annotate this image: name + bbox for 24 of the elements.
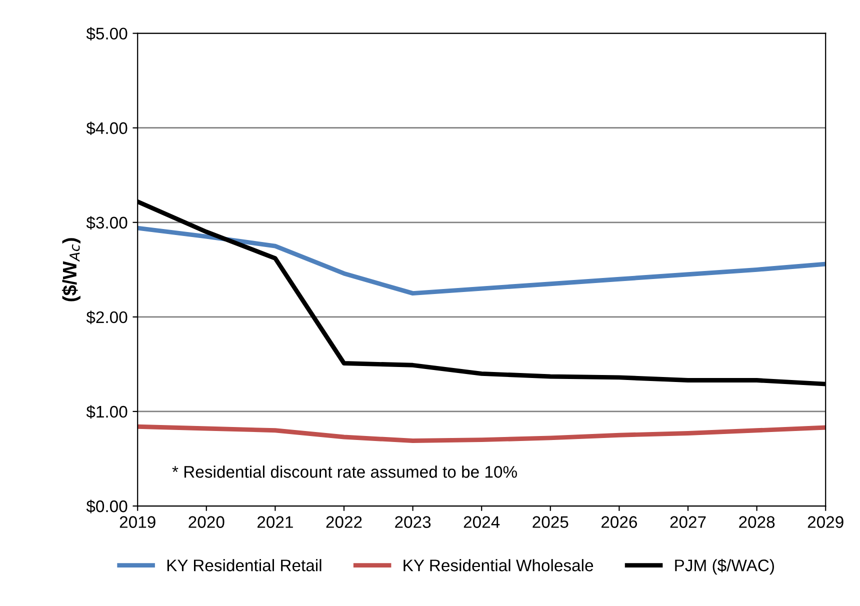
y-axis-title: ($/W$_{Ac}$) [62, 238, 80, 302]
y-tick-label: $3.00 [86, 216, 128, 230]
y-tick-label: $0.00 [86, 500, 128, 514]
x-tick-label: 2029 [808, 516, 844, 528]
legend-label: PJM ($/WAC) [675, 558, 774, 575]
legend-label: KY Residential Retail [167, 559, 322, 572]
line-series [138, 226, 826, 296]
x-tick-label: 2026 [602, 516, 638, 528]
x-tick-label: 2022 [326, 516, 362, 528]
annotation: * Residential discount rate assumed to be 10% [172, 466, 517, 478]
x-tick-label: 2023 [395, 516, 431, 528]
x-tick-label: 2025 [532, 516, 568, 528]
y-tick-label: $4.00 [86, 122, 128, 136]
y-tick-label: $5.00 [86, 27, 128, 41]
x-tick-label: 2024 [464, 516, 500, 528]
y-tick-label: $1.00 [86, 405, 128, 419]
x-tick-label: 2019 [120, 516, 156, 528]
x-tick-label: 2027 [670, 516, 706, 528]
line-series [138, 424, 826, 444]
x-tick-label: 2020 [188, 516, 224, 528]
x-tick-label: 2028 [739, 516, 775, 528]
legend-label: KY Residential Wholesale [404, 559, 594, 572]
y-tick-label: $2.00 [86, 310, 128, 324]
x-tick-label: 2021 [258, 516, 293, 528]
